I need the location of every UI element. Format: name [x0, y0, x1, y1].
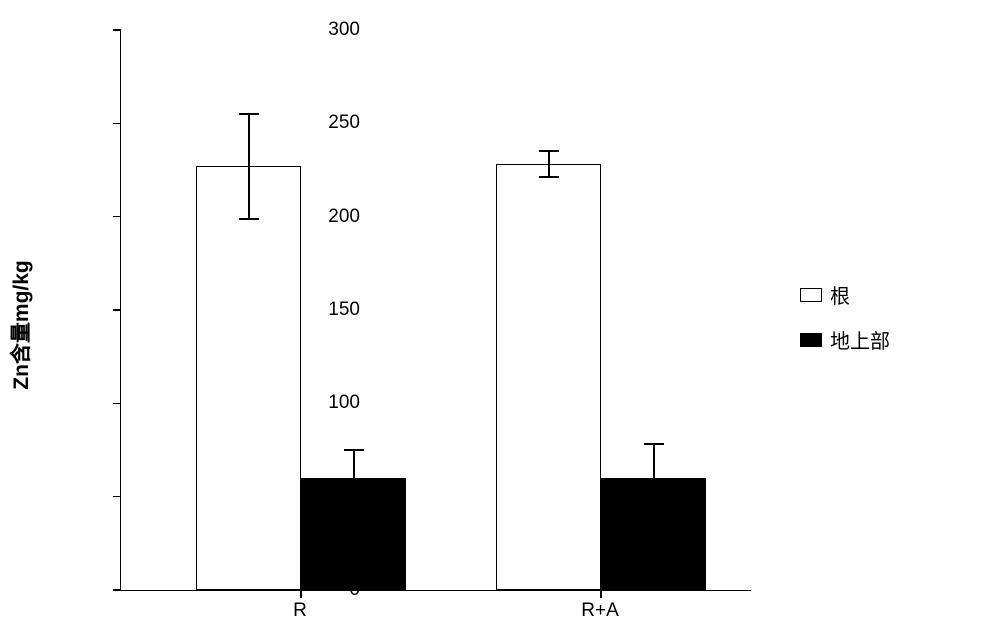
error-cap	[344, 449, 364, 451]
bar	[496, 164, 601, 590]
legend-label-root: 根	[830, 280, 850, 309]
y-tick	[113, 589, 121, 591]
legend-label-shoot: 地上部	[830, 325, 890, 354]
y-tick-label: 250	[300, 112, 360, 134]
error-bar	[653, 444, 655, 478]
y-tick-label: 0	[300, 579, 360, 601]
error-bar	[248, 114, 250, 219]
error-cap	[239, 113, 259, 115]
y-tick-label: 300	[300, 19, 360, 41]
error-cap	[644, 443, 664, 445]
y-tick-label: 200	[300, 206, 360, 228]
y-tick	[113, 123, 121, 125]
x-tick-label: R+A	[581, 600, 619, 622]
plot-area	[120, 30, 751, 591]
x-tick-label: R	[293, 600, 307, 622]
error-cap	[539, 176, 559, 178]
legend-swatch-root	[800, 288, 822, 302]
legend-item-shoot: 地上部	[800, 325, 890, 354]
error-cap	[539, 150, 559, 152]
y-tick-label: 100	[300, 392, 360, 414]
legend-swatch-shoot	[800, 333, 822, 347]
legend-item-root: 根	[800, 280, 890, 309]
bar	[601, 478, 706, 590]
y-tick-label: 50	[300, 486, 360, 508]
error-bar	[548, 151, 550, 177]
error-bar	[353, 450, 355, 478]
y-tick	[113, 309, 121, 311]
y-tick	[113, 29, 121, 31]
y-tick	[113, 403, 121, 405]
x-tick	[600, 590, 602, 598]
chart-container: Zn含量mg/kg 根 地上部 0 50 100 150 200 250 300 R R+A	[0, 0, 1000, 643]
y-tick	[113, 216, 121, 218]
bar	[196, 166, 301, 590]
legend: 根 地上部	[800, 280, 890, 370]
y-tick	[113, 496, 121, 498]
error-cap	[239, 218, 259, 220]
y-axis-title: Zn含量mg/kg	[5, 260, 35, 390]
y-tick-label: 150	[300, 299, 360, 321]
